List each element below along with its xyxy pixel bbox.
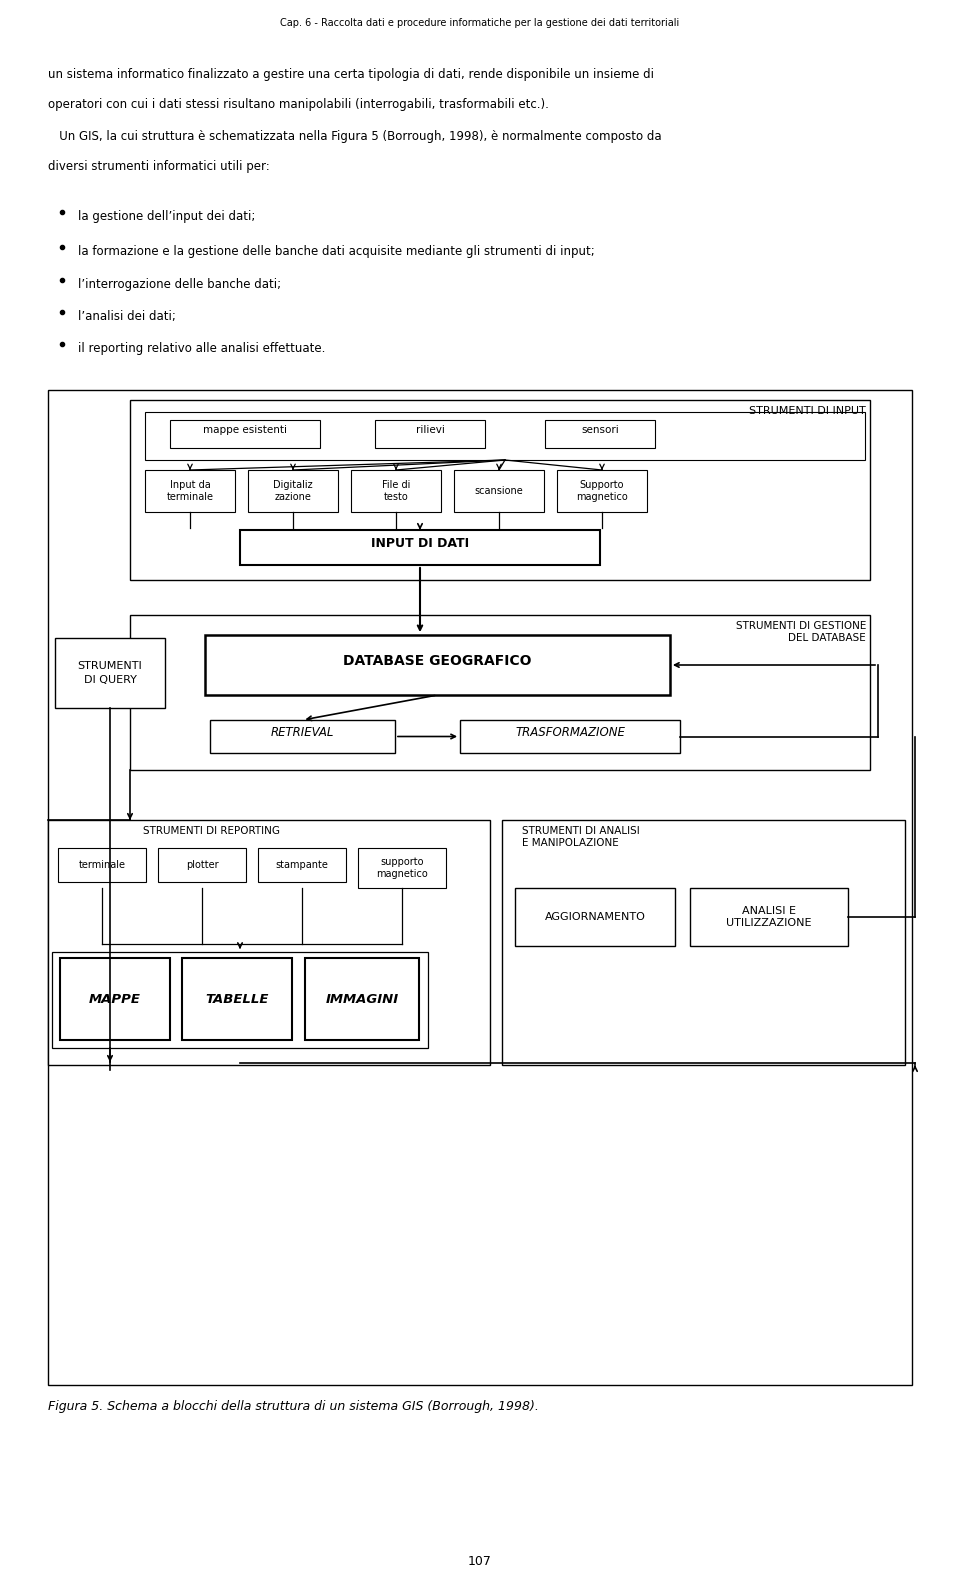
Bar [170,419,320,448]
Text: STRUMENTI
DI QUERY: STRUMENTI DI QUERY [78,662,142,684]
Bar [55,638,165,708]
Bar [358,848,446,888]
Text: scansione: scansione [474,486,523,495]
Text: INPUT DI DATI: INPUT DI DATI [371,537,469,549]
Text: stampante: stampante [276,860,328,871]
Bar [210,720,395,754]
Bar [130,616,870,769]
Bar [240,530,600,565]
Bar [258,848,346,882]
Bar [58,848,146,882]
Bar [48,389,912,1385]
Bar [145,470,235,511]
Bar [48,820,490,1065]
Bar [690,888,848,947]
Text: TRASFORMAZIONE: TRASFORMAZIONE [516,727,625,739]
Text: l’analisi dei dati;: l’analisi dei dati; [78,310,176,323]
Bar [305,958,419,1040]
Bar [454,470,544,511]
Bar [205,635,670,695]
Text: operatori con cui i dati stessi risultano manipolabili (interrogabili, trasforma: operatori con cui i dati stessi risultan… [48,98,549,111]
Bar [502,820,905,1065]
Text: Digitaliz
zazione: Digitaliz zazione [274,480,313,502]
Text: il reporting relativo alle analisi effettuate.: il reporting relativo alle analisi effet… [78,342,325,355]
Text: Un GIS, la cui struttura è schematizzata nella Figura 5 (Borrough, 1998), è norm: Un GIS, la cui struttura è schematizzata… [48,130,661,142]
Bar [145,412,865,461]
Bar [130,400,870,579]
Bar [182,958,292,1040]
Text: STRUMENTI DI ANALISI
E MANIPOLAZIONE: STRUMENTI DI ANALISI E MANIPOLAZIONE [522,826,639,847]
Bar [515,888,675,947]
Text: Input da
terminale: Input da terminale [166,480,213,502]
Text: IMMAGINI: IMMAGINI [325,993,398,1005]
Text: DATABASE GEOGRAFICO: DATABASE GEOGRAFICO [344,654,532,668]
Text: ANALISI E
UTILIZZAZIONE: ANALISI E UTILIZZAZIONE [727,905,812,928]
Text: 107: 107 [468,1555,492,1569]
Text: l’interrogazione delle banche dati;: l’interrogazione delle banche dati; [78,279,281,291]
Bar [158,848,246,882]
Text: terminale: terminale [79,860,126,871]
Text: la gestione dell’input dei dati;: la gestione dell’input dei dati; [78,211,255,223]
Text: AGGIORNAMENTO: AGGIORNAMENTO [544,912,645,921]
Bar [248,470,338,511]
Bar [545,419,655,448]
Text: RETRIEVAL: RETRIEVAL [271,727,334,739]
Bar [60,958,170,1040]
Bar [557,470,647,511]
Text: un sistema informatico finalizzato a gestire una certa tipologia di dati, rende : un sistema informatico finalizzato a ges… [48,68,654,81]
Text: plotter: plotter [185,860,218,871]
Bar [460,720,680,754]
Text: STRUMENTI DI REPORTING: STRUMENTI DI REPORTING [143,826,280,836]
Text: rilievi: rilievi [416,424,444,435]
Text: la formazione e la gestione delle banche dati acquisite mediante gli strumenti d: la formazione e la gestione delle banche… [78,245,595,258]
Text: diversi strumenti informatici utili per:: diversi strumenti informatici utili per: [48,160,270,173]
Text: STRUMENTI DI GESTIONE
DEL DATABASE: STRUMENTI DI GESTIONE DEL DATABASE [735,621,866,643]
Text: Figura 5. Schema a blocchi della struttura di un sistema GIS (Borrough, 1998).: Figura 5. Schema a blocchi della struttu… [48,1399,539,1414]
Text: mappe esistenti: mappe esistenti [203,424,287,435]
Text: File di
testo: File di testo [382,480,410,502]
Text: TABELLE: TABELLE [205,993,269,1005]
Bar [52,951,428,1048]
Bar [351,470,441,511]
Text: Supporto
magnetico: Supporto magnetico [576,480,628,502]
Bar [375,419,485,448]
Text: MAPPE: MAPPE [89,993,141,1005]
Text: Cap. 6 - Raccolta dati e procedure informatiche per la gestione dei dati territo: Cap. 6 - Raccolta dati e procedure infor… [280,17,680,28]
Text: supporto
magnetico: supporto magnetico [376,856,428,879]
Text: sensori: sensori [581,424,619,435]
Text: STRUMENTI DI INPUT: STRUMENTI DI INPUT [749,405,866,416]
